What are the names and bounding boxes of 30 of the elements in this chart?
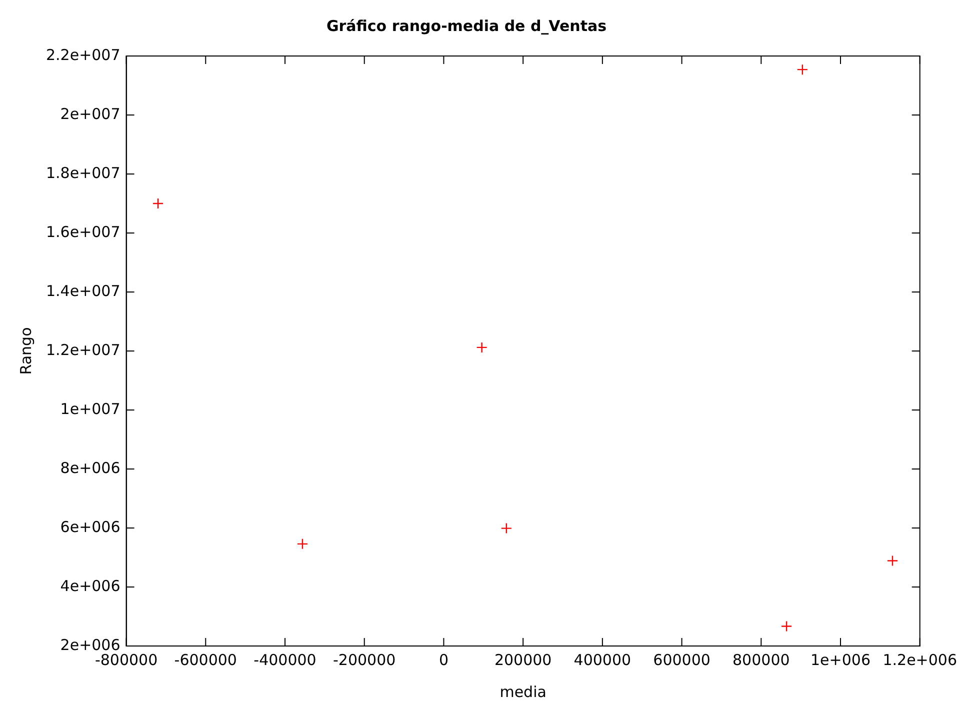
x-tick-label: 1e+006 [810,650,870,669]
y-tick-label: 4e+006 [60,576,120,595]
y-tick-label: 1.6e+007 [46,222,120,241]
y-axis-title: Rango [16,327,35,375]
point [796,64,808,76]
x-tick-label: -600000 [174,650,237,669]
y-tick-label: 2e+007 [60,104,120,123]
x-tick-label: 1.2e+006 [882,650,958,669]
x-tick-label: 800000 [732,650,790,669]
point [296,538,308,550]
point [476,342,488,354]
chart-title: Gráfico rango-media de d_Ventas [326,16,607,35]
y-tick-label: 2.2e+007 [46,46,120,64]
point [152,198,164,210]
x-tick-label: -200000 [333,650,396,669]
x-tick-label: 200000 [494,650,552,669]
y-tick-label: 6e+006 [60,518,120,536]
point [780,620,792,632]
y-tick-label: 1e+007 [60,400,120,418]
y-tick-label: 1.8e+007 [46,164,120,182]
y-tick-label: 8e+006 [60,458,120,477]
x-tick-label: 600000 [653,650,710,669]
x-axis-title: media [500,682,546,701]
x-tick-label: 0 [438,650,448,669]
x-tick-label: -400000 [254,650,316,669]
x-tick-label: 400000 [574,650,632,669]
point [500,522,512,534]
point [886,555,898,566]
y-tick-label: 1.2e+007 [46,340,120,359]
y-tick-label: 1.4e+007 [46,282,120,300]
